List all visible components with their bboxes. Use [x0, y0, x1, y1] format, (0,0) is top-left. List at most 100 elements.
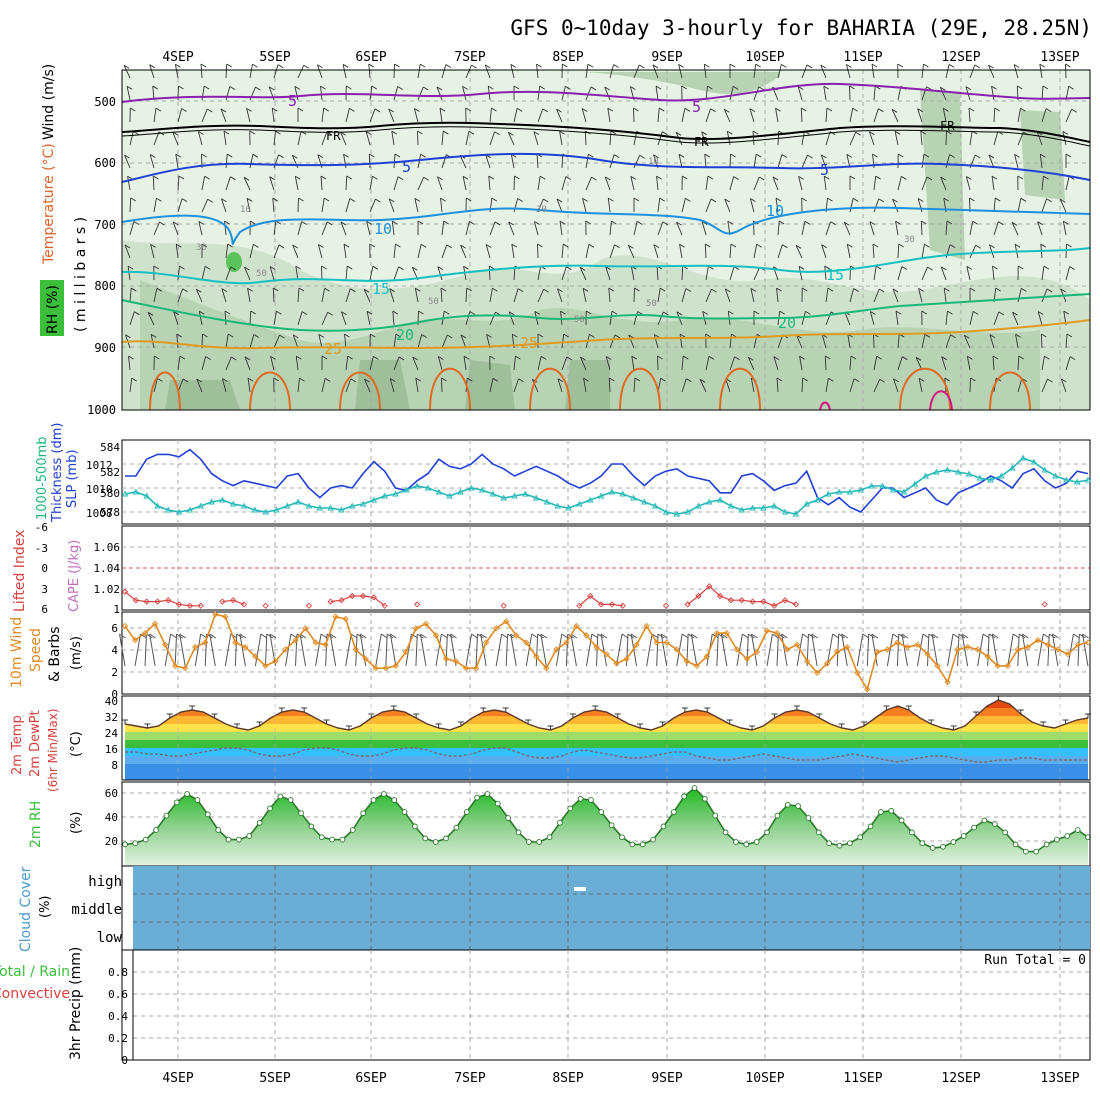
lifted-index-point	[219, 598, 226, 605]
thickness-point	[273, 506, 280, 513]
upper-wind-barb	[609, 131, 612, 146]
rh2m-point	[598, 809, 605, 815]
upper-wind-barb	[273, 154, 279, 169]
upper-wind-barb-flag	[772, 176, 779, 181]
wind10m-point	[372, 665, 379, 672]
upper-wind-barb-flag	[485, 244, 492, 248]
rh2m-panel: 60 40 20 2m RH (%)	[28, 781, 1091, 867]
wind10m-barb	[766, 633, 773, 667]
upper-wind-barb-flag	[895, 220, 901, 225]
upper-wind-barb	[344, 334, 347, 349]
wind10m-barb-flag	[862, 633, 870, 639]
wind10m-point	[452, 658, 460, 665]
upper-wind-barb-flag	[681, 85, 687, 90]
upper-wind-barb-flag	[321, 355, 328, 360]
upper-wind-barb-flag	[227, 333, 234, 338]
wind10m-barb	[841, 633, 848, 667]
upper-wind-barb-flag	[824, 175, 830, 180]
rh2m-point	[898, 817, 905, 824]
upper-wind-barb-flag	[537, 243, 543, 248]
rh-tick: 20	[105, 835, 118, 848]
rh2m-point	[308, 823, 315, 830]
upper-wind-barb-flag	[969, 197, 975, 202]
li-tick: 0	[41, 562, 48, 575]
wind10m-barb-flag	[350, 633, 358, 639]
upper-wind-barb	[657, 288, 661, 303]
upper-wind-barb-flag	[292, 154, 298, 159]
wind10m-barb	[781, 633, 788, 667]
upper-wind-barb	[321, 131, 328, 146]
upper-wind-barb	[657, 221, 664, 236]
upper-wind-barb	[729, 244, 732, 259]
upper-wind-barb-flag	[278, 154, 284, 159]
upper-wind-barb	[225, 154, 228, 169]
wind10m-barb-flag	[931, 633, 939, 639]
upper-wind-barb	[1037, 311, 1043, 326]
upper-wind-barb	[920, 131, 923, 146]
wind10m-point	[1014, 646, 1021, 653]
upper-wind-barb	[294, 86, 299, 101]
upper-wind-barb	[969, 131, 973, 146]
upper-wind-barb	[223, 131, 227, 146]
upper-wind-barb	[945, 311, 948, 326]
thickness-point	[467, 484, 475, 491]
wind10m-point	[683, 658, 690, 665]
thickness-point	[565, 504, 572, 511]
upper-wind-barb	[895, 221, 899, 236]
upper-wind-barb-flag	[633, 197, 640, 202]
wind10m-barb-flag	[1052, 633, 1059, 639]
rh2m-point	[815, 829, 822, 836]
lifted-index-point	[716, 592, 724, 600]
wind10m-point	[523, 639, 530, 646]
rh2m-point	[225, 836, 232, 843]
upper-wind-barb-flag	[277, 64, 284, 68]
temp-tick: 8	[111, 759, 118, 772]
temp2m-axis-label: 2m Temp	[10, 715, 25, 775]
wind10m-point	[503, 618, 510, 625]
wind-tick: 6	[111, 622, 118, 635]
upper-wind-barb	[536, 154, 539, 169]
rh2m-point	[919, 840, 926, 847]
wind10m-point	[141, 629, 149, 637]
upper-wind-barb	[844, 311, 851, 326]
slp-tick: 1012	[86, 459, 113, 472]
upper-wind-barb	[177, 288, 183, 303]
wind10m-barb	[234, 633, 238, 667]
wind10m-point	[412, 625, 420, 632]
upper-wind-barb-flag	[204, 265, 211, 270]
upper-wind-barb	[992, 266, 995, 281]
wind10m-barb	[811, 633, 818, 667]
upper-wind-barb	[224, 311, 227, 326]
temp-band	[125, 740, 1088, 748]
upper-wind-barb	[893, 378, 899, 393]
cloud-unit-label: (%)	[38, 896, 53, 919]
upper-wind-barb-flag	[778, 220, 785, 225]
upper-wind-barb-flag	[821, 244, 827, 249]
thickness-point	[900, 488, 908, 495]
wind10m-point	[513, 632, 520, 639]
cape-tick: 1.02	[94, 583, 121, 596]
upper-wind-barb-flag	[510, 63, 517, 68]
rh-legend-swatch	[40, 280, 64, 336]
lifted-index-point	[240, 601, 248, 608]
wind10m-barb	[991, 633, 999, 667]
rh2m-point	[557, 819, 563, 826]
thickness-point	[327, 504, 334, 511]
wind10m-barb	[254, 633, 262, 667]
date-label-top: 9SEP	[651, 50, 682, 65]
upper-wind-barb-flag	[124, 154, 130, 159]
upper-wind-barb	[752, 131, 755, 146]
upper-wind-barb	[724, 288, 731, 303]
wind10m-barb	[1067, 633, 1074, 667]
upper-wind-barb-flag	[130, 107, 136, 112]
upper-wind-barb-flag	[412, 266, 418, 271]
upper-wind-barb-flag	[590, 86, 597, 91]
thickness-point	[803, 500, 810, 507]
upper-wind-barb	[489, 221, 496, 236]
upper-wind-barb-flag	[207, 108, 213, 113]
upper-wind-barb-flag	[466, 287, 472, 292]
wind10m-barb	[947, 633, 954, 667]
wind10m-barb-flag	[380, 633, 388, 639]
upper-wind-barb-flag	[511, 243, 518, 248]
wind10m-point	[643, 622, 650, 630]
